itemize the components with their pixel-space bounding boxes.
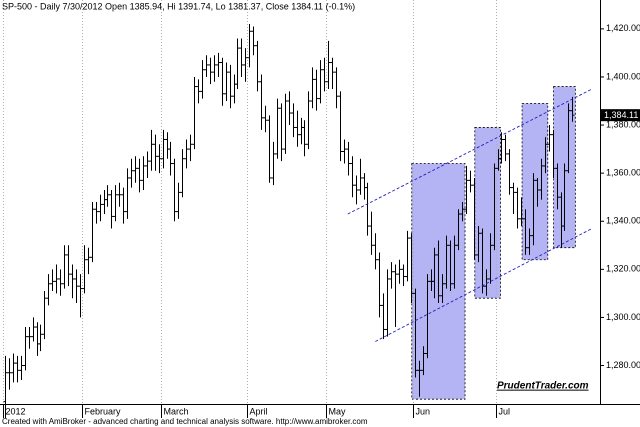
y-tick-label: 1,280.00 — [606, 360, 640, 370]
chart-title: SP-500 - Daily 7/30/2012 Open 1385.94, H… — [2, 1, 355, 11]
y-tick-label: 1,320.00 — [606, 264, 640, 274]
y-tick-label: 1,420.00 — [606, 23, 640, 33]
highlight-zone — [521, 103, 549, 261]
watermark: PrudentTrader.com — [497, 381, 589, 392]
x-tick-label: Jun — [416, 406, 431, 416]
x-tick-label: Jul — [499, 406, 511, 416]
x-tick-label: February — [85, 406, 122, 416]
x-tick-label: May — [329, 406, 347, 416]
x-tick-label: March — [164, 406, 189, 416]
y-tick-label: 1,380.00 — [606, 119, 640, 129]
channel-line — [347, 88, 593, 215]
x-tick-label: 2012 — [6, 406, 26, 416]
channel-line — [375, 228, 593, 342]
last-price-label: 1,384.11 — [604, 110, 638, 120]
y-tick-label: 1,400.00 — [606, 71, 640, 81]
y-tick-label: 1,360.00 — [606, 168, 640, 178]
footer: Created with AmiBroker - advanced charti… — [2, 417, 368, 426]
highlight-zone — [474, 127, 501, 299]
last-price-box — [601, 109, 640, 122]
x-tick-label: April — [250, 406, 268, 416]
y-tick-label: 1,340.00 — [606, 216, 640, 226]
y-tick-label: 1,300.00 — [606, 312, 640, 322]
